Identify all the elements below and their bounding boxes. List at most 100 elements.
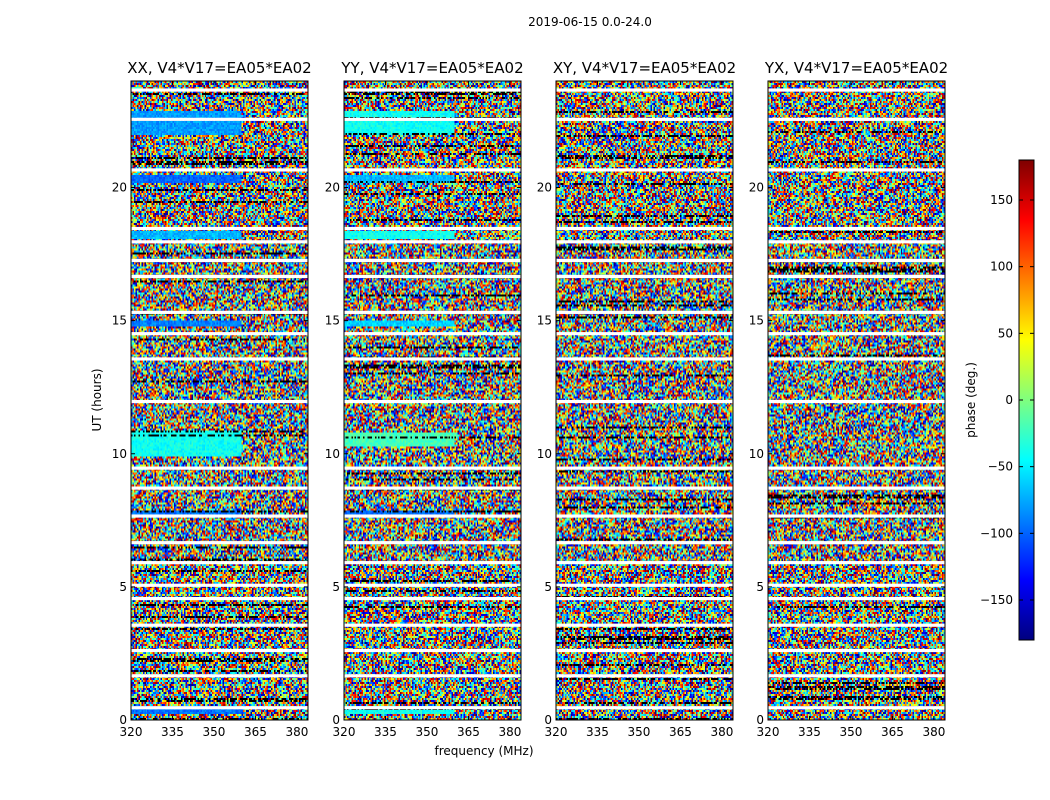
x-tick-label: 320 [333, 725, 356, 739]
y-tick-label: 15 [325, 314, 340, 328]
figure-title: 2019-06-15 0.0-24.0 [528, 15, 652, 29]
x-tick-label: 365 [457, 725, 480, 739]
y-tick-label: 20 [749, 181, 764, 195]
y-tick-label: 20 [537, 181, 552, 195]
flagged-row [556, 258, 733, 263]
flagged-row [131, 357, 308, 361]
flagged-row [131, 117, 308, 121]
flagged-row [344, 226, 521, 231]
flagged-row [768, 357, 945, 361]
flagged-row [556, 561, 733, 565]
flagged-row [131, 226, 308, 231]
flagged-row [556, 583, 733, 587]
flagged-row [131, 258, 308, 263]
colorbar-tick-label: 0 [1005, 393, 1013, 407]
colorbar-tick-label: −50 [988, 460, 1013, 474]
flagged-row [131, 541, 308, 545]
flagged-row [131, 88, 308, 92]
panel-frame [555, 80, 734, 721]
flagged-row [344, 583, 521, 587]
panel-frame [130, 80, 309, 721]
flagged-row [344, 274, 521, 279]
x-tick-label: 350 [840, 725, 863, 739]
y-tick-label: 15 [537, 314, 552, 328]
y-tick-label: 0 [332, 713, 340, 727]
flagged-row [768, 541, 945, 545]
x-tick-label: 335 [798, 725, 821, 739]
flagged-row [556, 168, 733, 172]
flagged-row [768, 274, 945, 279]
panels-group: XX, V4*V17=EA05*EA02 320 335 350 365 380 0 5 10 1… [112, 59, 948, 739]
flagged-row [344, 117, 521, 121]
flagged-row [344, 168, 521, 172]
flagged-row [768, 117, 945, 121]
flagged-row [131, 561, 308, 565]
x-tick-label: 365 [881, 725, 904, 739]
panel-3: XY, V4*V17=EA05*EA02 320 335 350 365 380 0 5 10 1… [537, 59, 736, 739]
colorbar: −150 −100 −50 0 50 100 150 [980, 159, 1035, 641]
flagged-row [344, 596, 521, 601]
flagged-row [556, 541, 733, 545]
flagged-row [768, 258, 945, 263]
flagged-row [768, 226, 945, 231]
flagged-row [556, 226, 733, 231]
flagged-row [131, 466, 308, 470]
colorbar-tick-label: 100 [990, 260, 1013, 274]
flagged-row [131, 623, 308, 627]
colorbar-tick-label: −150 [980, 593, 1013, 607]
flagged-row [556, 648, 733, 653]
panel-title: YY, V4*V17=EA05*EA02 [340, 59, 523, 77]
flagged-row [344, 466, 521, 470]
flagged-row [556, 514, 733, 518]
x-tick-label: 320 [757, 725, 780, 739]
y-tick-label: 10 [749, 447, 764, 461]
x-tick-label: 350 [416, 725, 439, 739]
flagged-row [131, 310, 308, 314]
flagged-row [556, 596, 733, 601]
flagged-row [768, 596, 945, 601]
flagged-row [768, 514, 945, 518]
flagged-row [344, 706, 521, 710]
y-tick-label: 5 [756, 580, 764, 594]
x-tick-label: 365 [669, 725, 692, 739]
flagged-row [556, 357, 733, 361]
panel-4: YX, V4*V17=EA05*EA02 320 335 350 365 380 0 5 10 1… [749, 59, 948, 739]
flagged-row [556, 706, 733, 710]
flagged-row [344, 357, 521, 361]
colorbar-tick-label: 50 [998, 326, 1013, 340]
panel-1: XX, V4*V17=EA05*EA02 320 335 350 365 380 0 5 10 1… [112, 59, 312, 739]
flagged-row [556, 674, 733, 678]
flagged-row [344, 648, 521, 653]
x-tick-label: 380 [285, 725, 308, 739]
y-tick-label: 5 [119, 580, 127, 594]
flagged-row [556, 466, 733, 470]
flagged-row [131, 674, 308, 678]
flagged-row [344, 310, 521, 314]
flagged-row [131, 168, 308, 172]
flagged-row [344, 561, 521, 565]
colorbar-label: phase (deg.) [964, 362, 978, 438]
flagged-row [131, 486, 308, 490]
panel-title: XX, V4*V17=EA05*EA02 [127, 59, 311, 77]
x-tick-label: 320 [545, 725, 568, 739]
x-tick-label: 380 [922, 725, 945, 739]
panel-title: YX, V4*V17=EA05*EA02 [764, 59, 948, 77]
y-tick-label: 15 [112, 314, 127, 328]
y-tick-label: 10 [537, 447, 552, 461]
colorbar-tick-label: −100 [980, 526, 1013, 540]
flagged-row [768, 583, 945, 587]
flagged-row [344, 88, 521, 92]
flagged-row [768, 240, 945, 244]
flagged-row [131, 648, 308, 653]
x-tick-label: 335 [586, 725, 609, 739]
y-tick-label: 0 [544, 713, 552, 727]
flagged-row [344, 332, 521, 336]
flagged-row [768, 623, 945, 627]
flagged-row [131, 332, 308, 336]
flagged-row [131, 240, 308, 244]
x-tick-label: 320 [120, 725, 143, 739]
flagged-row [768, 648, 945, 653]
flagged-row [131, 399, 308, 404]
x-tick-label: 350 [628, 725, 651, 739]
